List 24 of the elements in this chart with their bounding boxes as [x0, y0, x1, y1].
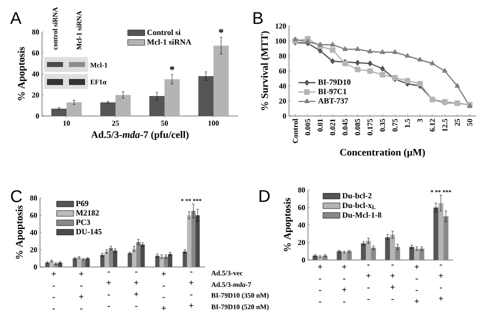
x-tick-label: - + - -: [366, 264, 371, 300]
x-tick-label: + - - +: [414, 264, 419, 304]
y-axis-title: % Apoptosis: [284, 198, 293, 252]
x-axis-title: Ad.5/3-mda-7 (pfu/cell): [91, 130, 189, 140]
chart-title: B: [254, 12, 263, 24]
x-tick-label: + - - -: [52, 272, 56, 310]
x-tick-label: - + - +: [438, 264, 444, 301]
x-tick-label: + - - -: [318, 264, 322, 302]
x-tick-label: - + - +: [189, 272, 194, 308]
x-tick-label: - + + -: [134, 272, 138, 307]
x-tick-label: - + - -: [106, 272, 111, 307]
x-tick-label: - + + -: [390, 264, 395, 300]
annotation: *: [170, 66, 174, 70]
y-axis-title: % Apoptosis: [16, 205, 25, 259]
y-axis-title: % Apoptosis: [18, 46, 27, 100]
chart-title: A: [10, 12, 22, 24]
chart-title: D: [260, 190, 270, 202]
chart-title: C: [11, 190, 22, 202]
x-tick-label: + - + -: [79, 272, 84, 310]
y-axis-title: % Survival (MTT): [260, 31, 270, 110]
x-axis-title: Concentration (µM): [340, 148, 425, 158]
annotation: *: [218, 28, 224, 33]
x-tick-label: + - - +: [162, 272, 166, 310]
x-tick-label: + - + -: [342, 264, 346, 302]
